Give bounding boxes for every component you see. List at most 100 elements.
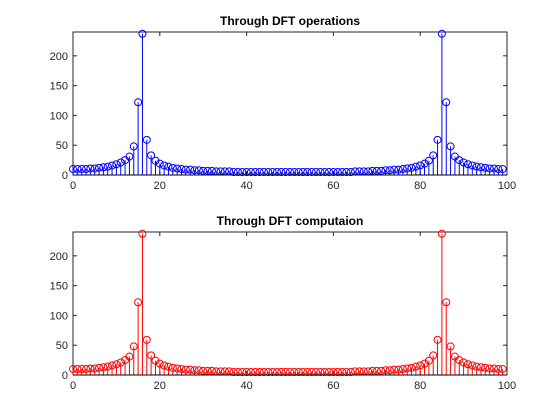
stem-marker [134,298,143,307]
stem-marker [95,163,104,172]
stem-marker [433,335,442,344]
top-stem-plot: Through DFT operations 0 20 40 60 80 100 0 50 10… [50,14,517,192]
stem-marker [125,352,134,361]
stem-marker [411,162,420,171]
stem-marker [147,151,156,160]
stem-marker [299,368,308,377]
stem-marker [476,163,485,172]
stem-marker [286,168,294,177]
stem-marker [494,165,503,174]
stem-marker [429,151,438,160]
bottom-stem-plot: Through DFT computaion 0 20 40 60 80 100 0 50 10… [50,214,517,392]
stem-marker [329,368,338,377]
stem-marker [190,366,199,375]
stem-marker [342,168,351,177]
stem-marker [372,366,381,375]
stem-marker [173,164,182,173]
y-tick-label: 100 [50,310,68,322]
stem-marker [95,363,104,372]
stem-marker [112,360,121,369]
stem-marker [155,159,164,168]
stem-marker [229,368,238,377]
stem-marker [338,368,347,377]
stem-marker [290,368,299,377]
stem-marker [398,165,407,174]
stem-marker [272,168,281,177]
y-tick-label: 150 [50,81,68,93]
stem-marker [181,365,190,374]
stem-marker [372,166,381,175]
stem-marker [307,368,316,377]
stem-marker [155,359,164,368]
stem-marker [199,366,208,375]
stem-marker [129,342,138,351]
y-tick-label: 50 [56,140,68,152]
stem-marker [424,156,433,165]
stem-marker [320,168,329,177]
stem-marker [82,165,91,174]
stem-marker [246,368,255,377]
x-tick-label: 40 [240,180,252,192]
y-tick-label: 200 [50,251,68,263]
stem-marker [246,168,255,177]
stem-marker [320,368,329,377]
stem-marker [463,160,472,169]
stem-marker [446,342,455,351]
stem-marker [86,164,95,173]
stem-marker [381,366,390,375]
stem-marker [403,364,412,373]
stem-marker [264,368,273,377]
stem-marker [264,168,273,177]
stem-marker [455,156,464,165]
stem-marker [303,368,312,377]
stem-marker [229,168,238,177]
stem-marker [385,166,394,175]
stem-marker [77,165,86,174]
stem-marker [255,168,264,177]
stem-marker [99,163,108,172]
x-tick-label: 0 [70,180,76,192]
stem-marker [186,165,195,174]
stem-marker [494,365,503,374]
stem-marker [73,365,82,374]
stem-marker [468,361,477,370]
stem-marker [281,368,290,377]
stem-marker [186,365,195,374]
stem-marker [134,98,143,107]
stem-marker [459,358,468,367]
stem-marker [342,368,351,377]
x-tick-label: 20 [154,380,166,392]
stem-marker [203,366,212,375]
stem-marker [403,164,412,173]
stem-marker [238,368,247,377]
stem-marker [333,368,342,377]
stem-marker [194,366,203,375]
stem-marker [346,168,355,177]
stem-marker [338,168,347,177]
stem-marker [381,166,390,175]
stem-marker [437,229,446,238]
x-tick-label: 0 [70,380,76,392]
stem-marker [168,163,177,172]
stem-marker [255,368,264,377]
stem-marker [325,168,334,177]
stem-marker [90,164,99,173]
stem-marker [312,368,321,377]
stem-marker [177,365,186,374]
stem-marker [277,368,286,377]
stem-marker [459,158,468,167]
stem-marker [398,365,407,374]
stem-marker [377,166,386,175]
stem-marker [251,368,260,377]
stem-marker [199,166,208,175]
stem-marker [238,168,247,177]
stem-marker [455,356,464,365]
x-tick-label: 80 [414,180,426,192]
stem-marker [73,165,82,174]
stem-marker [138,29,147,38]
stem-marker [259,368,268,377]
stem-marker [286,368,294,377]
stem-marker [446,142,455,151]
y-tick-label: 100 [50,110,68,122]
stem-marker [242,168,251,177]
